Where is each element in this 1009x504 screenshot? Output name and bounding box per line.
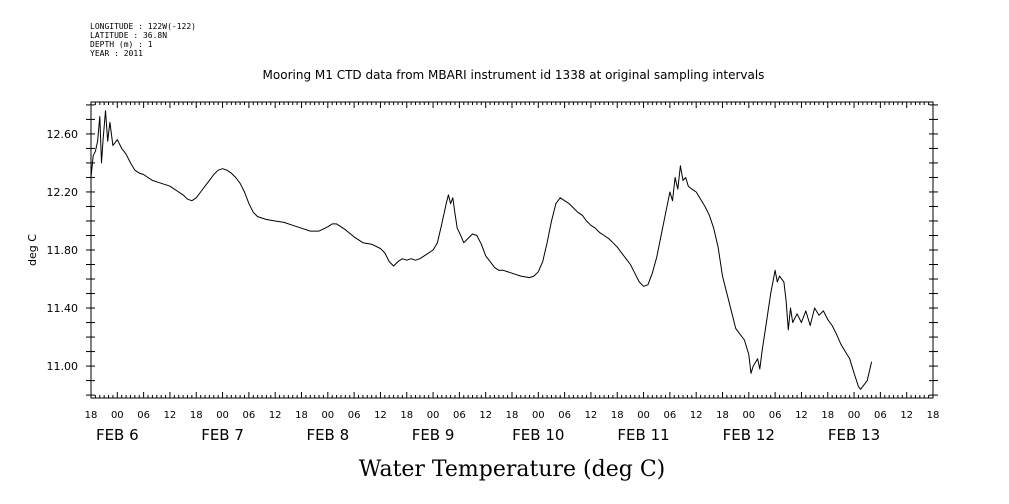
x-hour-label: 18 bbox=[190, 410, 203, 421]
plot-frame bbox=[90, 101, 934, 399]
x-hour-label: 12 bbox=[690, 410, 703, 421]
x-day-label: FEB 6 bbox=[96, 426, 139, 444]
series-line-water-temperature bbox=[90, 110, 873, 390]
x-axis-title: Water Temperature (deg C) bbox=[359, 457, 666, 482]
x-hour-label: 12 bbox=[900, 410, 913, 421]
x-day-label: FEB 8 bbox=[306, 426, 349, 444]
x-day-label: FEB 13 bbox=[828, 426, 880, 444]
y-tick-label: 12.60 bbox=[47, 128, 79, 141]
metadata-depth: DEPTH (m) : 1 bbox=[90, 40, 153, 49]
x-day-label: FEB 7 bbox=[201, 426, 244, 444]
x-hour-label: 12 bbox=[269, 410, 282, 421]
x-hour-label: 18 bbox=[927, 410, 940, 421]
x-hour-label: 06 bbox=[243, 410, 256, 421]
x-hour-label: 00 bbox=[216, 410, 229, 421]
y-axis-label: deg C bbox=[26, 234, 39, 266]
x-hour-label: 18 bbox=[611, 410, 624, 421]
metadata-latitude: LATITUDE : 36.8N bbox=[90, 31, 168, 40]
x-hour-label: 00 bbox=[111, 410, 124, 421]
x-hour-label: 18 bbox=[821, 410, 834, 421]
x-hour-label: 06 bbox=[558, 410, 571, 421]
x-hour-label: 06 bbox=[137, 410, 150, 421]
x-hour-label: 06 bbox=[453, 410, 466, 421]
x-hour-label: 06 bbox=[874, 410, 887, 421]
x-hour-label: 06 bbox=[664, 410, 677, 421]
x-hour-label: 00 bbox=[532, 410, 545, 421]
x-hour-label: 18 bbox=[716, 410, 729, 421]
x-hour-label: 00 bbox=[427, 410, 440, 421]
x-hour-label: 00 bbox=[637, 410, 650, 421]
metadata-year: YEAR : 2011 bbox=[90, 49, 143, 58]
x-hour-label: 18 bbox=[506, 410, 519, 421]
x-hour-label: 12 bbox=[795, 410, 808, 421]
metadata-longitude: LONGITUDE : 122W(-122) bbox=[90, 22, 196, 31]
y-tick-label: 12.20 bbox=[47, 186, 79, 199]
chart-title: Mooring M1 CTD data from MBARI instrumen… bbox=[262, 68, 765, 82]
x-hour-label: 18 bbox=[295, 410, 308, 421]
x-hour-label: 12 bbox=[585, 410, 598, 421]
y-tick-label: 11.00 bbox=[47, 360, 79, 373]
x-day-label: FEB 11 bbox=[617, 426, 669, 444]
x-hour-label: 12 bbox=[479, 410, 492, 421]
x-hour-label: 12 bbox=[164, 410, 177, 421]
x-hour-label: 06 bbox=[348, 410, 361, 421]
x-hour-label: 00 bbox=[848, 410, 861, 421]
x-hour-label: 00 bbox=[742, 410, 755, 421]
x-hour-label: 18 bbox=[85, 410, 98, 421]
x-hour-label: 00 bbox=[321, 410, 334, 421]
y-tick-label: 11.80 bbox=[47, 244, 79, 257]
x-hour-label: 06 bbox=[769, 410, 782, 421]
x-hour-label: 12 bbox=[374, 410, 387, 421]
x-day-label: FEB 12 bbox=[723, 426, 775, 444]
metadata-block: LONGITUDE : 122W(-122) LATITUDE : 36.8N … bbox=[90, 22, 196, 58]
y-tick-label: 11.40 bbox=[47, 302, 79, 315]
x-day-label: FEB 10 bbox=[512, 426, 564, 444]
x-day-label: FEB 9 bbox=[412, 426, 455, 444]
x-hour-label: 18 bbox=[400, 410, 413, 421]
